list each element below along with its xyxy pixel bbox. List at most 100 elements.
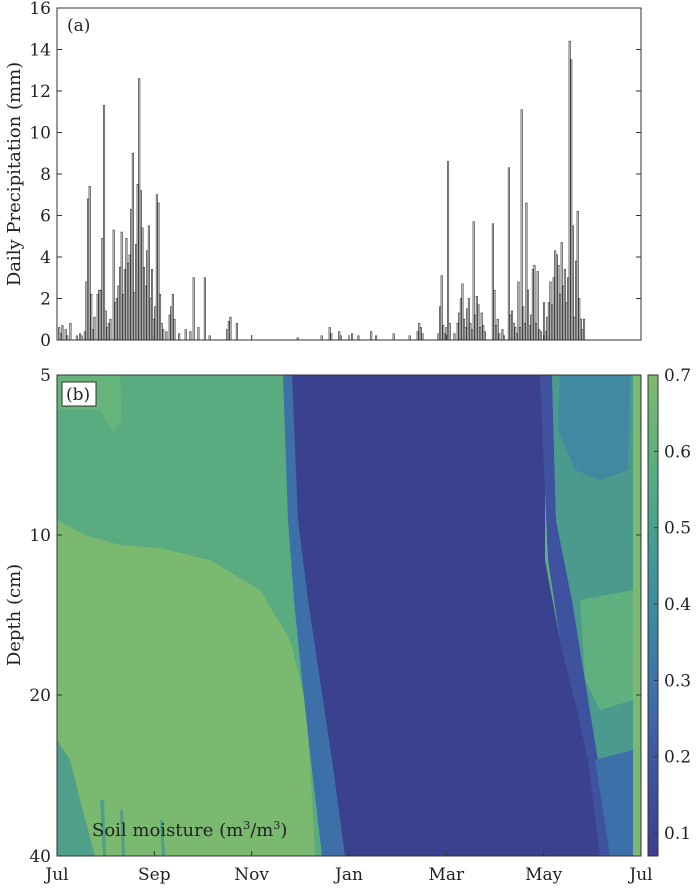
precip-bar (88, 186, 91, 341)
precip-bars (58, 40, 586, 341)
panel-b-y-tick-label: 40 (29, 847, 51, 867)
region-final-strip (633, 375, 641, 856)
panel-a-y-tick-label: 6 (40, 207, 51, 227)
precip-bar (125, 237, 128, 341)
panel-b-label: (b) (66, 385, 90, 405)
precip-bar (112, 229, 115, 341)
precip-bar (328, 327, 331, 341)
precip-bar (571, 225, 574, 341)
panel-a-y-tick-label: 12 (29, 82, 51, 102)
precip-bar (61, 325, 64, 341)
precip-bar (165, 331, 168, 341)
colorbar-gradient (647, 374, 659, 857)
panel-b-y-axis-label: Depth (cm) (4, 564, 25, 666)
precip-bar (421, 333, 424, 341)
precip-bar (160, 323, 163, 341)
precip-bar (357, 335, 360, 341)
precip-bar (560, 242, 563, 341)
panel-b-y-axis: 5 10 20 40 (29, 366, 641, 867)
precip-bar (135, 244, 138, 341)
precip-bar (447, 161, 450, 341)
precip-bar (127, 262, 130, 341)
precip-bar (565, 302, 568, 341)
precip-bar (159, 294, 162, 341)
region-thaw-edge (540, 375, 612, 856)
precip-bar (226, 329, 229, 341)
precip-bar (547, 302, 550, 341)
precip-bar (495, 325, 498, 341)
precip-bar (538, 329, 541, 341)
precip-bar (87, 198, 90, 341)
precip-bar (122, 294, 125, 341)
precip-bar (178, 333, 181, 341)
precip-bar (549, 281, 552, 341)
precip-bar (203, 277, 206, 341)
precip-bar (107, 323, 110, 341)
precip-bar (544, 331, 547, 341)
precip-bar (472, 221, 475, 341)
precip-bar (514, 327, 517, 341)
panel-a-y-axis: 0 2 4 6 8 10 12 14 16 (29, 0, 642, 351)
precip-bar (143, 267, 146, 341)
colorbar-tick-label: 0.6 (664, 442, 691, 462)
precip-bar (149, 298, 152, 341)
precip-bar (456, 323, 459, 341)
precip-bar (320, 335, 323, 341)
panel-a-label: (a) (67, 16, 90, 36)
precip-bar (533, 264, 536, 341)
precip-bar (536, 271, 539, 341)
precip-bar (469, 323, 472, 341)
precip-bar (523, 323, 526, 341)
precip-bar (103, 105, 106, 341)
precip-bar (543, 302, 546, 341)
region-jul-bottom (57, 740, 95, 856)
precip-bar (120, 231, 123, 341)
precip-bar (442, 325, 445, 341)
precip-bar (59, 333, 62, 341)
colorbar-tick-label: 0.7 (664, 366, 691, 386)
precip-bar (528, 325, 531, 341)
precip-bar (144, 285, 147, 341)
soil-moisture-field (57, 375, 641, 856)
colorbar-tick-label: 0.5 (664, 519, 691, 539)
precip-bar (475, 296, 478, 341)
precip-bar (170, 306, 173, 341)
panel-b-y-tick-label: 20 (29, 686, 51, 706)
precip-bar (458, 312, 461, 341)
precip-bar (109, 318, 112, 341)
precip-bar (146, 250, 149, 341)
panel-b-x-tick-label: Jul (627, 865, 652, 885)
precip-bar (408, 335, 411, 341)
precip-bar (562, 285, 565, 341)
precip-bar (581, 329, 584, 341)
precip-bar (90, 294, 93, 341)
precip-bar (197, 327, 200, 341)
precip-bar (375, 335, 378, 341)
precip-bar (136, 184, 139, 341)
precip-bar (511, 310, 514, 341)
precip-bar (235, 323, 238, 341)
panel-a-y-tick-label: 16 (29, 0, 51, 19)
precip-bar (557, 264, 560, 341)
panel-b-x-tick-label: May (525, 865, 563, 885)
precip-bar (539, 331, 542, 341)
precip-bar (351, 333, 354, 341)
precip-bar (501, 329, 504, 341)
panel-b-x-tick-label: Jul (43, 865, 68, 885)
precip-bar (418, 323, 421, 341)
annotation-suffix: ) (280, 820, 287, 841)
precip-bar (117, 285, 120, 341)
precip-bar (370, 331, 373, 341)
precip-bar (392, 333, 395, 341)
precip-bar (130, 208, 133, 341)
precip-bar (503, 335, 506, 341)
precip-bar (128, 254, 131, 341)
precip-bar (58, 327, 61, 341)
panel-a-y-tick-label: 2 (40, 290, 51, 310)
precip-bar (493, 289, 496, 341)
precip-bar (520, 109, 523, 341)
precip-bar (563, 269, 566, 341)
precip-bar (83, 331, 86, 341)
annotation-mid: /m (250, 820, 273, 841)
